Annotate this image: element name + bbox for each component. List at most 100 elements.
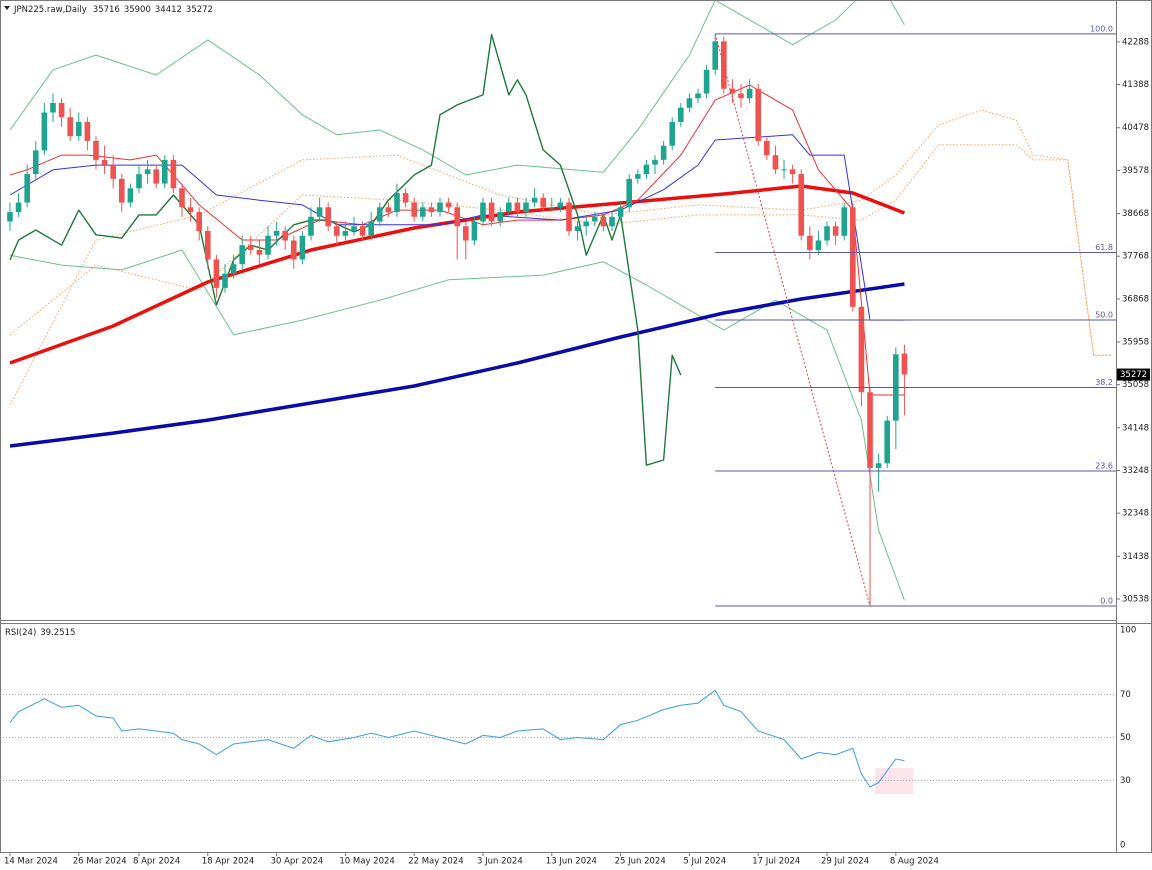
rsi-value: 39.2515: [40, 628, 75, 638]
candle-body: [798, 174, 805, 236]
candle-body: [463, 226, 469, 241]
x-tick-label: 13 Jun 2024: [546, 857, 597, 867]
candle-body: [58, 102, 65, 118]
candle-body: [669, 121, 676, 146]
candle-body: [333, 226, 340, 236]
indicator-line: [9, 1, 905, 176]
candle-body: [815, 240, 822, 250]
candle-body: [136, 174, 142, 189]
indicator-line: [9, 249, 905, 601]
x-tick-label: 29 Jul 2024: [821, 857, 869, 867]
candle-body: [385, 207, 392, 213]
y-tick-label: 35958: [1122, 338, 1149, 348]
y-tick-label: 41388: [1122, 80, 1149, 90]
candle-body: [316, 207, 323, 217]
candle-body: [583, 221, 590, 227]
x-tick-label: 3 Jun 2024: [477, 857, 523, 867]
candle-body: [454, 207, 461, 227]
x-tick-label: 5 Jul 2024: [683, 857, 726, 867]
candle-body: [118, 178, 125, 203]
candle-body: [161, 159, 168, 184]
candle-body: [574, 226, 581, 231]
candle-body: [153, 169, 159, 184]
candle-body: [824, 226, 830, 241]
candle-body: [368, 221, 374, 236]
x-tick-label: 8 Apr 2024: [133, 857, 180, 867]
candle-body: [609, 216, 615, 227]
x-tick-label: 17 Jul 2024: [752, 857, 800, 867]
y-tick-label: 37768: [1122, 252, 1149, 262]
candle-body: [75, 121, 82, 137]
candle-body: [600, 216, 607, 227]
candle-body: [127, 188, 134, 203]
x-tick-label: 30 Apr 2024: [271, 857, 324, 867]
candle-body: [308, 216, 314, 236]
candle-body: [256, 249, 263, 255]
candle-body: [531, 197, 538, 203]
y-tick-label: 39578: [1122, 166, 1149, 176]
candle-body: [196, 212, 202, 231]
symbol: JPN225.raw,Daily: [13, 5, 87, 15]
x-tick-label: 14 Mar 2024: [4, 857, 58, 867]
x-tick-label: 8 Aug 2024: [890, 857, 939, 867]
menu-arrow[interactable]: [4, 6, 10, 10]
candle-body: [437, 202, 443, 213]
y-tick-label: 33248: [1122, 466, 1149, 476]
candle-body: [265, 235, 271, 255]
candle-body: [376, 207, 383, 222]
fib-label: 23.6: [1095, 461, 1113, 470]
candle-body: [144, 169, 151, 175]
candle-body: [626, 178, 633, 208]
candle-body: [179, 188, 185, 208]
candle-body: [445, 202, 452, 208]
candle-body: [875, 463, 882, 469]
candle-body: [342, 230, 349, 236]
candle-body: [213, 259, 220, 288]
y-tick-label: 38668: [1122, 209, 1149, 219]
candle-body: [299, 235, 306, 260]
candle-body: [24, 174, 30, 203]
candle-body: [841, 207, 848, 236]
chart-title: JPN225.raw,Daily 35716 35900 34412 35272: [13, 5, 213, 15]
candle-body: [678, 107, 684, 122]
last-price-box: [1117, 368, 1150, 381]
candle-body: [488, 202, 495, 222]
indicator-line: [9, 84, 905, 396]
candle-body: [832, 226, 839, 236]
candle-body: [858, 306, 865, 393]
rsi-tick-label: 0: [1120, 841, 1125, 851]
indicator-line: [9, 282, 905, 448]
candle-body: [204, 230, 211, 260]
candle-body: [901, 353, 908, 375]
candle-body: [540, 197, 547, 208]
candle-body: [884, 420, 891, 464]
rsi-tick-label: 50: [1120, 733, 1131, 743]
x-tick-label: 18 Apr 2024: [202, 857, 255, 867]
candle-body: [351, 226, 357, 231]
candle-body: [273, 230, 280, 236]
candle-body: [84, 121, 91, 141]
candle-body: [686, 98, 693, 108]
candle-body: [557, 202, 564, 208]
candle-body: [850, 207, 856, 307]
y-tick-label: 36868: [1122, 294, 1149, 304]
candle-body: [15, 202, 22, 213]
candle-body: [566, 202, 572, 231]
candle-body: [247, 245, 254, 250]
y-tick-label: 42288: [1122, 37, 1149, 47]
y-tick-label: 40478: [1122, 123, 1149, 133]
candle-body: [428, 207, 435, 213]
fib-label: 38.2: [1095, 378, 1113, 387]
candle-body: [523, 202, 529, 213]
candle-body: [764, 140, 770, 156]
low-value: 34412: [155, 5, 182, 15]
candle-body: [282, 230, 288, 241]
candle-body: [411, 202, 417, 217]
fib-label: 100.0: [1090, 24, 1113, 33]
candle-body: [738, 93, 744, 99]
rsi-line: [9, 689, 905, 788]
candle-body: [695, 93, 701, 99]
fib-label: 61.8: [1095, 243, 1113, 252]
last-price-label: 35272: [1120, 370, 1147, 380]
